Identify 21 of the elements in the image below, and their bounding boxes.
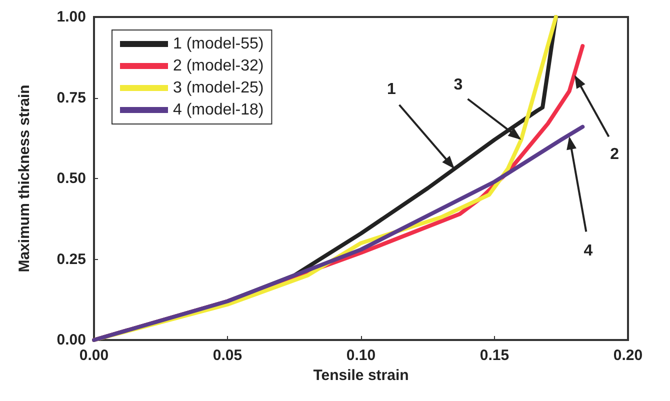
y-tick-label: 0.50	[56, 170, 86, 187]
y-tick-label: 0.25	[56, 250, 86, 268]
legend-label: 1 (model-55)	[173, 36, 264, 52]
x-tick-label: 0.00	[79, 347, 109, 364]
legend-label: 2 (model-32)	[173, 58, 264, 74]
annotation: 1	[386, 80, 396, 98]
legend-label: 3 (model-25)	[173, 80, 264, 96]
line-series	[92, 124, 585, 342]
y-axis-title: Maximum thickness strain	[16, 84, 33, 272]
legend-label: 4 (model-18)	[173, 102, 264, 118]
y-tick-label: 1.00	[56, 8, 86, 26]
annotation: 3	[454, 76, 463, 94]
x-axis-title: Tensile strain	[313, 366, 409, 384]
annotation: 4	[584, 242, 593, 260]
x-tick-label: 0.10	[346, 347, 376, 364]
x-tick-label: 0.05	[212, 347, 242, 364]
x-tick-label: 0.15	[480, 347, 510, 364]
y-tick-label: 0.75	[56, 89, 86, 106]
y-tick-label: 0.00	[56, 332, 86, 348]
x-tick-label: 0.20	[613, 347, 643, 364]
annotation: 2	[610, 146, 620, 164]
